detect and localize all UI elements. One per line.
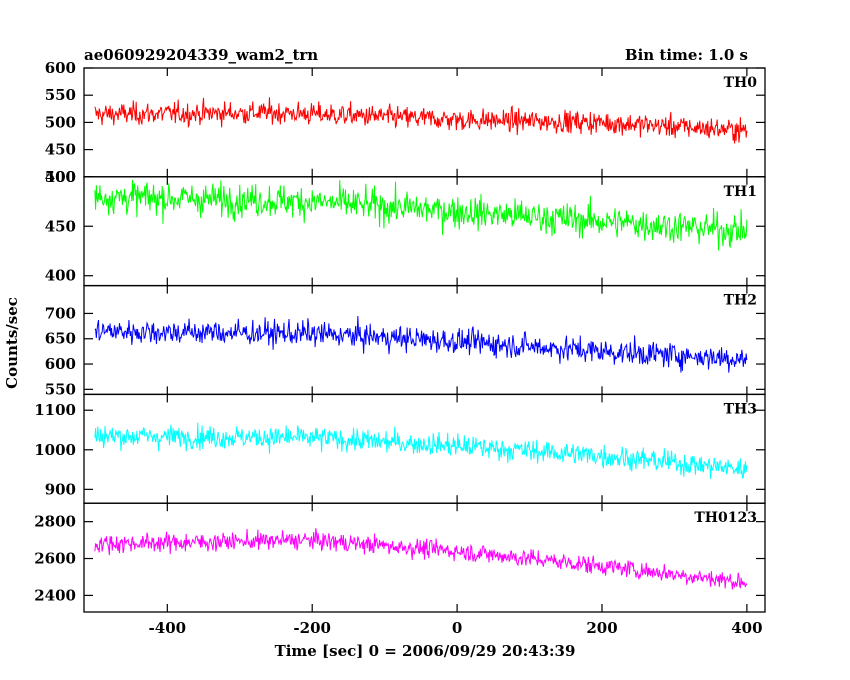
series-th0 xyxy=(94,97,748,144)
panel-th3: 900 1000 1100 TH3 xyxy=(34,393,766,504)
x-tick-label: -400 xyxy=(149,619,187,637)
panel-th0: 400 450 500 550 600 TH0 xyxy=(45,59,766,186)
y-tick-label: 650 xyxy=(45,330,76,348)
y-tick-label: 700 xyxy=(45,304,76,322)
y-tick-label: 450 xyxy=(45,141,76,159)
y-tick-label: 550 xyxy=(45,86,76,104)
y-tick-label: 400 xyxy=(45,267,76,285)
series-th1 xyxy=(94,179,748,251)
y-tick-label: 450 xyxy=(45,217,76,235)
bin-time-label: Bin time: 1.0 s xyxy=(625,46,748,64)
y-tick-label: 500 xyxy=(45,168,76,186)
y-tick-label: 2400 xyxy=(34,586,76,604)
y-tick-label: 2800 xyxy=(34,513,76,531)
panel-label-th0123: TH0123 xyxy=(694,510,757,526)
panel-label-th2: TH2 xyxy=(724,293,757,309)
y-tick-label: 600 xyxy=(45,355,76,373)
y-axis-label: Counts/sec xyxy=(3,297,21,389)
y-tick-label: 550 xyxy=(45,380,76,398)
x-tick-label: 200 xyxy=(586,619,617,637)
x-tick-label: 400 xyxy=(731,619,762,637)
y-tick-label: 900 xyxy=(45,480,76,498)
x-tick-label: -200 xyxy=(293,619,331,637)
x-axis: -400 -200 0 200 400 xyxy=(149,619,763,637)
y-tick-label: 500 xyxy=(45,113,76,131)
y-tick-label: 1000 xyxy=(34,441,76,459)
panel-th0123: 2400 2600 2800 TH0123 xyxy=(34,502,766,613)
panel-label-th1: TH1 xyxy=(724,184,757,200)
panels: 400 450 500 550 600 TH0 400 450 500 TH1 550 600 650 7… xyxy=(34,59,766,613)
panel-frame xyxy=(83,502,766,613)
x-axis-label: Time [sec] 0 = 2006/09/29 20:43:39 xyxy=(275,642,576,660)
panel-label-th0: TH0 xyxy=(724,75,758,91)
series-th3 xyxy=(94,422,748,479)
y-tick-label: 2600 xyxy=(34,550,76,568)
series-th2 xyxy=(94,316,748,373)
y-tick-label: 400 xyxy=(45,168,76,186)
series-th0123 xyxy=(94,528,748,590)
panel-label-th3: TH3 xyxy=(724,401,757,417)
y-tick-label: 1100 xyxy=(34,401,76,419)
chart-title: ae060929204339_wam2_trn xyxy=(84,46,318,64)
panel-th2: 550 600 650 700 TH2 xyxy=(45,284,766,398)
y-tick-label: 600 xyxy=(45,59,76,77)
panel-th1: 400 450 500 TH1 xyxy=(45,168,766,287)
x-tick-label: 0 xyxy=(452,619,462,637)
